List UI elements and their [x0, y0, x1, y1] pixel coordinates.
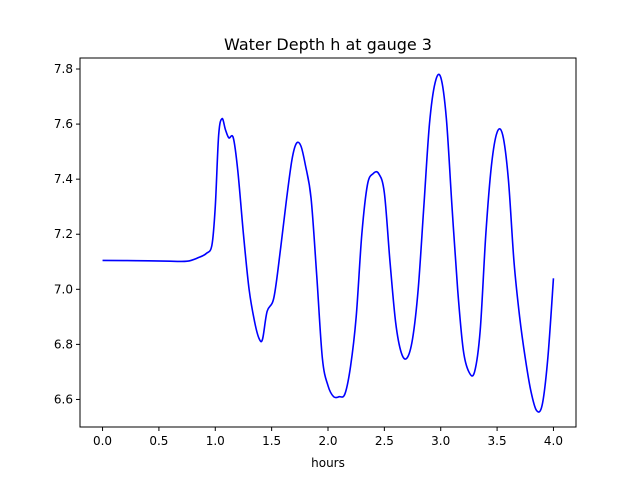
y-axis: 6.6 6.8 7.0 7.2 7.4 7.6 7.8 [54, 62, 80, 406]
x-tick-label: 0.0 [93, 434, 112, 448]
y-tick-label: 7.0 [54, 282, 73, 296]
series-layer [102, 73, 555, 413]
y-tick-label: 7.4 [54, 172, 73, 186]
x-tick-label: 1.0 [206, 434, 225, 448]
series-line-0 [102, 73, 555, 413]
x-axis-label: hours [311, 456, 345, 470]
y-tick-label: 7.2 [54, 227, 73, 241]
y-tick-label: 7.6 [54, 117, 73, 131]
x-tick-label: 4.0 [544, 434, 563, 448]
chart-title: Water Depth h at gauge 3 [224, 35, 432, 54]
y-tick-label: 6.6 [54, 392, 73, 406]
x-tick-label: 3.5 [488, 434, 507, 448]
x-tick-label: 1.5 [262, 434, 281, 448]
y-tick-label: 6.8 [54, 337, 73, 351]
y-tick-label: 7.8 [54, 62, 73, 76]
x-tick-label: 0.5 [149, 434, 168, 448]
x-axis: 0.0 0.5 1.0 1.5 2.0 2.5 3.0 3.5 4.0 [93, 427, 563, 448]
x-tick-label: 3.0 [431, 434, 450, 448]
x-tick-label: 2.5 [375, 434, 394, 448]
x-tick-label: 2.0 [318, 434, 337, 448]
